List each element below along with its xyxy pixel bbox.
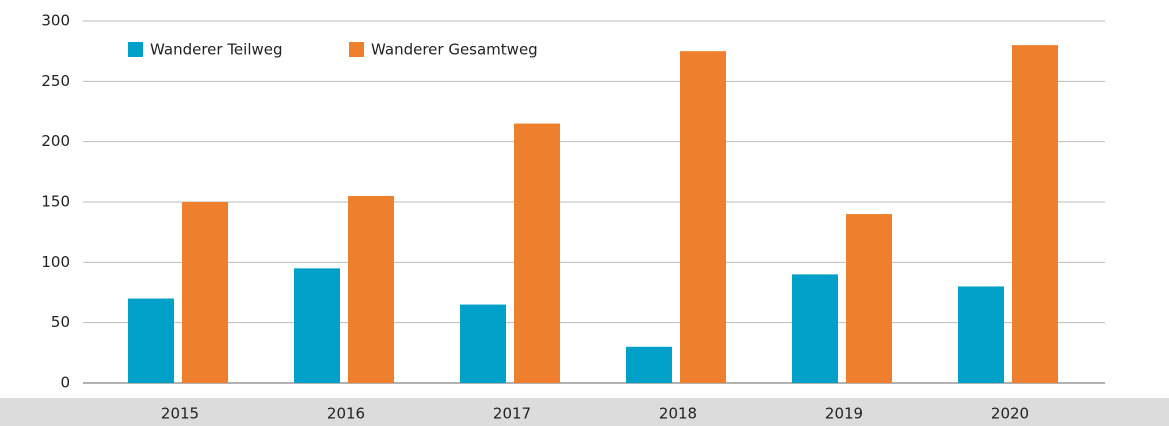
- x-tick-label: 2019: [825, 405, 863, 423]
- y-tick-label: 150: [41, 193, 70, 211]
- y-tick-label: 50: [51, 313, 70, 331]
- legend-swatch: [349, 42, 364, 57]
- bar: [792, 274, 838, 383]
- legend-label: Wanderer Teilweg: [150, 41, 283, 59]
- bar: [128, 298, 174, 383]
- bar: [1012, 45, 1058, 384]
- bar: [460, 304, 506, 383]
- y-tick-label: 300: [41, 12, 70, 30]
- bar: [958, 286, 1004, 383]
- bar: [626, 346, 672, 383]
- x-tick-label: 2016: [327, 405, 365, 423]
- y-tick-label: 100: [41, 253, 70, 271]
- bar: [680, 51, 726, 384]
- x-axis-band: [0, 398, 1169, 426]
- bar: [514, 123, 560, 384]
- legend-swatch: [128, 42, 143, 57]
- x-tick-label: 2015: [161, 405, 199, 423]
- legend-label: Wanderer Gesamtweg: [371, 41, 538, 59]
- bar: [294, 268, 340, 383]
- bar: [182, 202, 228, 383]
- x-tick-label: 2017: [493, 405, 531, 423]
- bar: [348, 195, 394, 383]
- y-tick-label: 200: [41, 132, 70, 150]
- x-tick-label: 2018: [659, 405, 697, 423]
- x-tick-label: 2020: [991, 405, 1029, 423]
- y-tick-label: 250: [41, 72, 70, 90]
- bar: [846, 214, 892, 383]
- y-tick-label: 0: [60, 374, 70, 392]
